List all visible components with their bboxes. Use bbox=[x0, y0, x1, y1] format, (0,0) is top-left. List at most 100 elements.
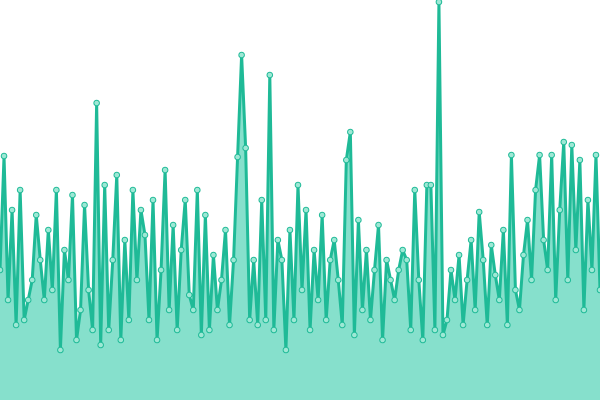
point bbox=[564, 276, 572, 284]
point bbox=[113, 171, 121, 179]
point bbox=[0, 152, 8, 160]
point bbox=[238, 51, 245, 59]
point bbox=[141, 231, 149, 239]
point bbox=[36, 256, 44, 264]
point bbox=[105, 326, 113, 334]
point bbox=[133, 276, 141, 284]
point bbox=[206, 326, 213, 334]
point bbox=[367, 316, 374, 324]
point bbox=[8, 206, 16, 214]
point bbox=[343, 156, 350, 164]
point bbox=[504, 321, 511, 329]
point bbox=[459, 321, 467, 329]
point bbox=[330, 236, 338, 244]
point bbox=[463, 276, 471, 284]
point bbox=[520, 251, 527, 259]
point bbox=[492, 271, 499, 279]
point bbox=[234, 153, 241, 161]
point bbox=[355, 216, 362, 224]
point bbox=[169, 221, 177, 229]
point bbox=[399, 246, 406, 254]
point bbox=[568, 141, 576, 149]
point bbox=[254, 321, 262, 329]
point bbox=[153, 336, 161, 344]
point bbox=[57, 346, 64, 354]
point bbox=[12, 321, 20, 329]
point bbox=[576, 156, 584, 164]
point bbox=[536, 151, 543, 159]
point bbox=[97, 341, 104, 349]
point bbox=[61, 246, 68, 254]
point bbox=[483, 321, 491, 329]
point bbox=[439, 331, 447, 339]
point bbox=[242, 144, 249, 152]
point bbox=[28, 276, 36, 284]
point bbox=[496, 296, 503, 304]
point bbox=[431, 326, 439, 334]
point bbox=[149, 196, 157, 204]
point bbox=[443, 316, 451, 324]
point bbox=[194, 186, 201, 194]
point bbox=[177, 246, 185, 254]
point bbox=[93, 99, 100, 107]
point bbox=[326, 256, 334, 264]
point bbox=[479, 256, 487, 264]
point bbox=[40, 296, 48, 304]
point bbox=[258, 196, 266, 204]
line bbox=[0, 0, 600, 352]
point bbox=[415, 276, 423, 284]
point bbox=[85, 286, 92, 294]
point bbox=[588, 266, 596, 274]
point bbox=[306, 326, 314, 334]
point bbox=[202, 211, 209, 219]
point bbox=[16, 186, 24, 194]
point bbox=[278, 256, 286, 264]
point bbox=[250, 256, 257, 264]
point bbox=[73, 336, 80, 344]
point bbox=[548, 151, 555, 159]
point bbox=[371, 266, 378, 274]
point bbox=[532, 186, 539, 194]
point bbox=[419, 336, 427, 344]
point bbox=[552, 296, 560, 304]
point bbox=[302, 206, 310, 214]
point bbox=[334, 276, 342, 284]
point bbox=[185, 291, 193, 299]
point bbox=[351, 331, 358, 339]
point bbox=[189, 306, 197, 314]
point bbox=[0, 266, 4, 274]
point bbox=[322, 316, 330, 324]
point bbox=[318, 211, 326, 219]
point bbox=[101, 181, 108, 189]
point bbox=[69, 191, 76, 199]
point bbox=[395, 266, 402, 274]
point bbox=[516, 306, 523, 314]
point bbox=[24, 296, 32, 304]
point bbox=[121, 236, 129, 244]
point bbox=[181, 196, 189, 204]
point bbox=[65, 276, 72, 284]
point bbox=[391, 296, 398, 304]
point bbox=[584, 196, 592, 204]
point bbox=[137, 206, 145, 214]
point bbox=[49, 286, 56, 294]
point bbox=[556, 206, 564, 214]
point bbox=[20, 316, 28, 324]
point bbox=[310, 246, 318, 254]
point bbox=[475, 208, 483, 216]
point bbox=[226, 321, 233, 329]
point bbox=[359, 306, 366, 314]
point bbox=[274, 236, 282, 244]
point bbox=[411, 186, 419, 194]
point bbox=[173, 326, 181, 334]
point bbox=[214, 306, 221, 314]
point bbox=[246, 316, 253, 324]
point bbox=[427, 181, 435, 189]
point bbox=[407, 326, 415, 334]
point bbox=[145, 316, 153, 324]
point bbox=[129, 186, 137, 194]
point bbox=[544, 266, 551, 274]
point bbox=[528, 276, 535, 284]
